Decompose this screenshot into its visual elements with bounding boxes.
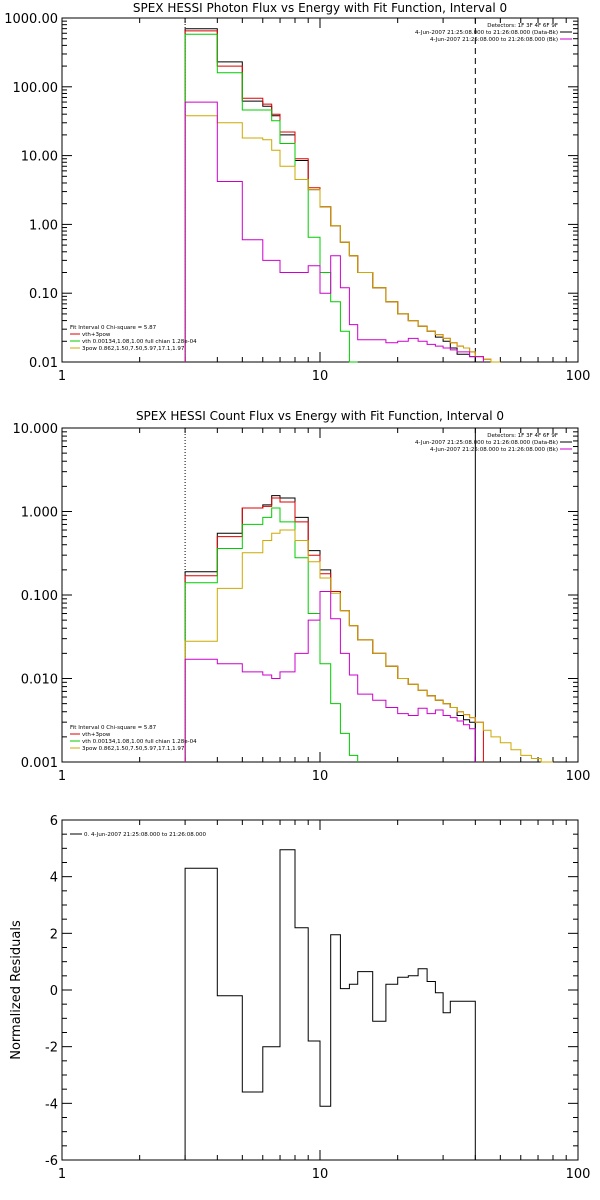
series-line-0	[184, 28, 484, 363]
chart-title: SPEX HESSI Photon Flux vs Energy with Fi…	[133, 1, 507, 15]
y-tick-label: 10.00	[21, 150, 58, 165]
legend-entry-text: 4-Jun-2007 21:25:08.000 to 21:26:08.000 …	[415, 30, 558, 36]
y-axis-label: Normalized Residuals	[9, 920, 24, 1060]
y-tick-label: -4	[45, 1097, 58, 1112]
y-tick-label: -6	[45, 1154, 58, 1169]
y-tick-label: 6	[50, 814, 58, 829]
legend-entry-text: 4-Jun-2007 21:25:08.000 to 21:26:08.000 …	[430, 447, 558, 453]
y-tick-label: 0	[50, 984, 58, 999]
series-line-0	[184, 495, 476, 762]
series-line-3	[184, 115, 501, 363]
x-tick-label: 10	[312, 1167, 329, 1182]
legend-entry-text: vth 0.00134,1.08,1.00 full chian 1.28e-0…	[82, 339, 197, 345]
series-line-0	[184, 849, 476, 1160]
y-tick-label: 0.010	[21, 673, 58, 688]
x-tick-label: 100	[566, 1167, 591, 1182]
series-line-2	[184, 507, 359, 762]
x-tick-label: 100	[566, 769, 591, 784]
y-tick-label: 0.01	[29, 356, 58, 371]
series-line-1	[184, 30, 501, 363]
y-tick-label: -2	[45, 1041, 58, 1056]
y-tick-label: 2	[50, 927, 58, 942]
legend-entry-text: 4-Jun-2007 21:25:08.000 to 21:26:08.000 …	[430, 37, 558, 43]
count-flux-panel: SPEX HESSI Count Flux vs Energy with Fit…	[13, 409, 591, 784]
legend-entry-text: 3pow 0.862,1.50,7.50,5.97,17.1,1.97	[82, 346, 185, 352]
y-tick-label: 0.001	[21, 756, 58, 771]
series-line-4	[184, 591, 476, 762]
series-line-3	[184, 529, 553, 763]
legend-entry-text: vth+3pow	[82, 332, 111, 338]
y-tick-label: 4	[50, 871, 58, 886]
residuals-panel: 1 10 100 -6 -4 -2 0 2 4 6 Normalized Residuals 0. 4…	[9, 814, 590, 1182]
plot-frame	[61, 819, 579, 1161]
legend-entry-text: 0. 4-Jun-2007 21:25:08.000 to 21:26:08.0…	[84, 832, 207, 838]
y-tick-label: 1.00	[29, 218, 58, 233]
x-tick-label: 100	[566, 369, 591, 384]
legend-entry-text: Detectors: 1F 3F 4F 6F 9F	[487, 23, 558, 29]
legend-entry-text: Detectors: 1F 3F 4F 6F 9F	[487, 433, 558, 439]
legend-entry-text: Fit Interval 0 Chi-square = 5.87	[70, 325, 157, 331]
series-line-1	[184, 497, 484, 762]
y-tick-label: 100.00	[13, 81, 59, 96]
y-tick-label: 0.10	[29, 287, 58, 302]
y-tick-label: 1.000	[21, 506, 58, 521]
legend-entry-text: Fit Interval 0 Chi-square = 5.87	[70, 725, 157, 731]
legend-entry-text: 3pow 0.862,1.50,7.50,5.97,17.1,1.97	[82, 746, 185, 752]
series-line-2	[184, 33, 358, 363]
legend-entry-text: vth+3pow	[82, 732, 111, 738]
y-tick-label: 1000.00	[4, 12, 58, 27]
x-tick-label: 1	[58, 769, 66, 784]
x-tick-label: 10	[312, 769, 329, 784]
legend-entry-text: 4-Jun-2007 21:25:08.000 to 21:26:08.000 …	[415, 440, 558, 446]
x-tick-label: 1	[58, 369, 66, 384]
x-tick-label: 10	[312, 369, 329, 384]
legend-entry-text: vth 0.00134,1.08,1.00 full chian 1.28e-0…	[82, 739, 197, 745]
photon-flux-panel: SPEX HESSI Photon Flux vs Energy with Fi…	[4, 1, 590, 384]
chart-title: SPEX HESSI Count Flux vs Energy with Fit…	[136, 409, 504, 423]
y-tick-label: 10.000	[13, 422, 59, 437]
y-tick-label: 0.100	[21, 589, 58, 604]
series-line-4	[184, 101, 484, 362]
x-tick-label: 1	[58, 1167, 66, 1182]
